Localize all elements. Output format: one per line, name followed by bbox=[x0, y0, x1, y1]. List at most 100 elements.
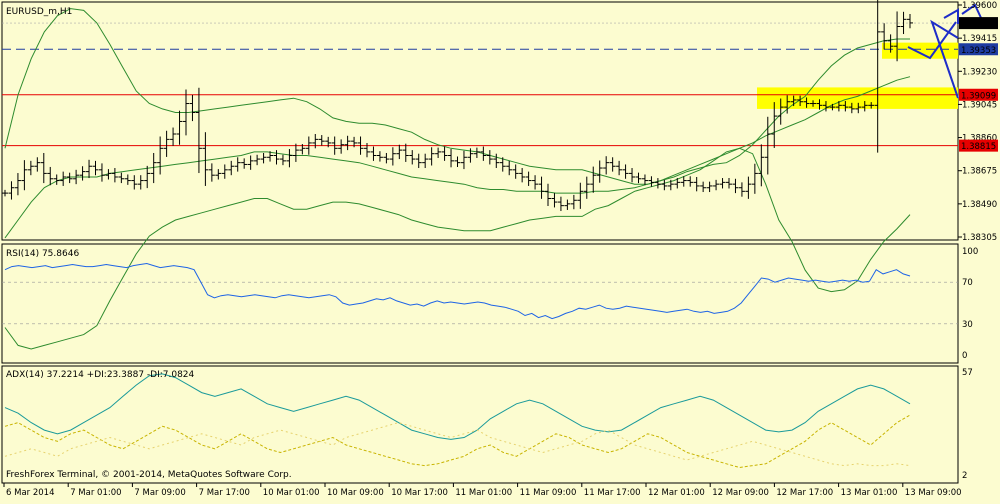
price-bar bbox=[357, 136, 364, 155]
price-bar bbox=[137, 175, 144, 190]
price-bar bbox=[234, 157, 241, 172]
price-bar bbox=[635, 172, 642, 184]
price-bar bbox=[603, 156, 610, 175]
price-bar bbox=[157, 136, 164, 175]
price-bar bbox=[325, 136, 332, 148]
price-bar bbox=[473, 147, 480, 158]
price-bar bbox=[299, 144, 306, 155]
adx-panel[interactable] bbox=[1, 365, 959, 484]
price-bar bbox=[706, 181, 713, 193]
adx-tick-label: 57 bbox=[962, 368, 973, 378]
time-tick-label: 11 Mar 09:00 bbox=[520, 488, 577, 498]
price-bar bbox=[538, 176, 545, 199]
price-bar bbox=[661, 179, 668, 191]
price-bar bbox=[654, 178, 661, 189]
rsi-line bbox=[4, 262, 911, 320]
price-bar bbox=[98, 163, 105, 182]
price-bar bbox=[532, 175, 539, 190]
price-bar bbox=[551, 193, 558, 208]
rsi-tick-label: 0 bbox=[962, 351, 967, 361]
price-bar bbox=[590, 166, 597, 193]
price-bar bbox=[797, 95, 804, 107]
price-bar bbox=[66, 172, 73, 184]
price-bar bbox=[318, 135, 325, 146]
time-tick-label: 6 Mar 2014 bbox=[6, 488, 54, 498]
time-tick-label: 13 Mar 09:00 bbox=[905, 488, 962, 498]
resistance-level-tag bbox=[959, 88, 998, 101]
price-bar bbox=[764, 116, 771, 175]
price-bar bbox=[428, 147, 435, 166]
price-bar bbox=[163, 130, 170, 157]
price-bar bbox=[790, 95, 797, 107]
price-bar bbox=[344, 135, 351, 151]
price-bar bbox=[286, 149, 293, 168]
price-bar bbox=[622, 164, 629, 179]
price-bar bbox=[364, 142, 370, 158]
price-bar bbox=[480, 146, 487, 161]
price-bar bbox=[486, 150, 493, 165]
rsi-tick-label: 100 bbox=[962, 247, 978, 257]
rsi-tick-label: 30 bbox=[962, 320, 973, 330]
resistance-level-label: 1.39099 bbox=[961, 91, 996, 101]
di-plus-line bbox=[4, 414, 911, 469]
price-bar bbox=[376, 151, 383, 162]
price-bar bbox=[512, 164, 519, 179]
price-bar bbox=[629, 168, 636, 183]
price-bar bbox=[454, 156, 461, 167]
price-bar bbox=[545, 183, 551, 207]
price-bar bbox=[208, 163, 215, 182]
price-bar bbox=[577, 182, 584, 209]
price-bar bbox=[105, 169, 112, 180]
price-bar bbox=[144, 165, 151, 189]
price-bar bbox=[570, 194, 577, 210]
price-bar bbox=[396, 144, 403, 160]
price-tick-label: 1.39045 bbox=[962, 100, 997, 110]
price-bar bbox=[292, 143, 299, 162]
price-panel[interactable] bbox=[1, 1, 959, 241]
price-bar bbox=[273, 150, 280, 165]
price-bar bbox=[674, 178, 681, 189]
adx-line bbox=[4, 373, 911, 440]
time-tick-label: 10 Mar 17:00 bbox=[391, 488, 448, 498]
adx-tick-label: 2 bbox=[962, 471, 967, 481]
current-price-tag bbox=[959, 17, 998, 30]
price-bar bbox=[700, 181, 707, 193]
rsi-panel[interactable] bbox=[1, 243, 959, 364]
price-bar bbox=[34, 157, 41, 172]
price-bar bbox=[848, 102, 855, 114]
price-bar bbox=[448, 149, 455, 168]
adx-title: ADX(14) 37.2214 +DI:23.3887 -DI:7.0824 bbox=[6, 370, 195, 380]
adx-layer bbox=[4, 373, 911, 469]
price-bar bbox=[40, 152, 47, 184]
price-bar bbox=[435, 147, 442, 158]
price-bar bbox=[228, 160, 235, 176]
price-tick-label: 1.38675 bbox=[962, 167, 997, 177]
price-bar bbox=[254, 154, 261, 166]
price-bar bbox=[907, 13, 913, 29]
time-tick-label: 11 Mar 01:00 bbox=[455, 488, 512, 498]
time-tick-label: 7 Mar 17:00 bbox=[199, 488, 250, 498]
price-bar bbox=[887, 34, 894, 53]
price-bar bbox=[693, 176, 700, 192]
price-bar bbox=[79, 166, 86, 181]
price-bar bbox=[305, 136, 312, 155]
price-bar bbox=[777, 98, 784, 125]
time-tick-label: 12 Mar 01:00 bbox=[648, 488, 705, 498]
price-bar bbox=[331, 136, 338, 155]
price-bar bbox=[667, 179, 674, 191]
price-bar bbox=[53, 174, 60, 185]
time-tick-label: 12 Mar 17:00 bbox=[776, 488, 833, 498]
price-bar bbox=[803, 97, 810, 108]
time-tick-label: 7 Mar 01:00 bbox=[70, 488, 121, 498]
price-bar bbox=[60, 171, 67, 186]
price-bar bbox=[493, 153, 500, 169]
symbol-title: EURUSD_m,H1 bbox=[6, 7, 72, 17]
price-bar bbox=[609, 157, 616, 172]
price-bar bbox=[519, 168, 526, 183]
price-bar bbox=[557, 196, 564, 212]
price-bar bbox=[680, 176, 687, 187]
price-bar bbox=[260, 152, 267, 164]
price-bar bbox=[118, 172, 125, 184]
